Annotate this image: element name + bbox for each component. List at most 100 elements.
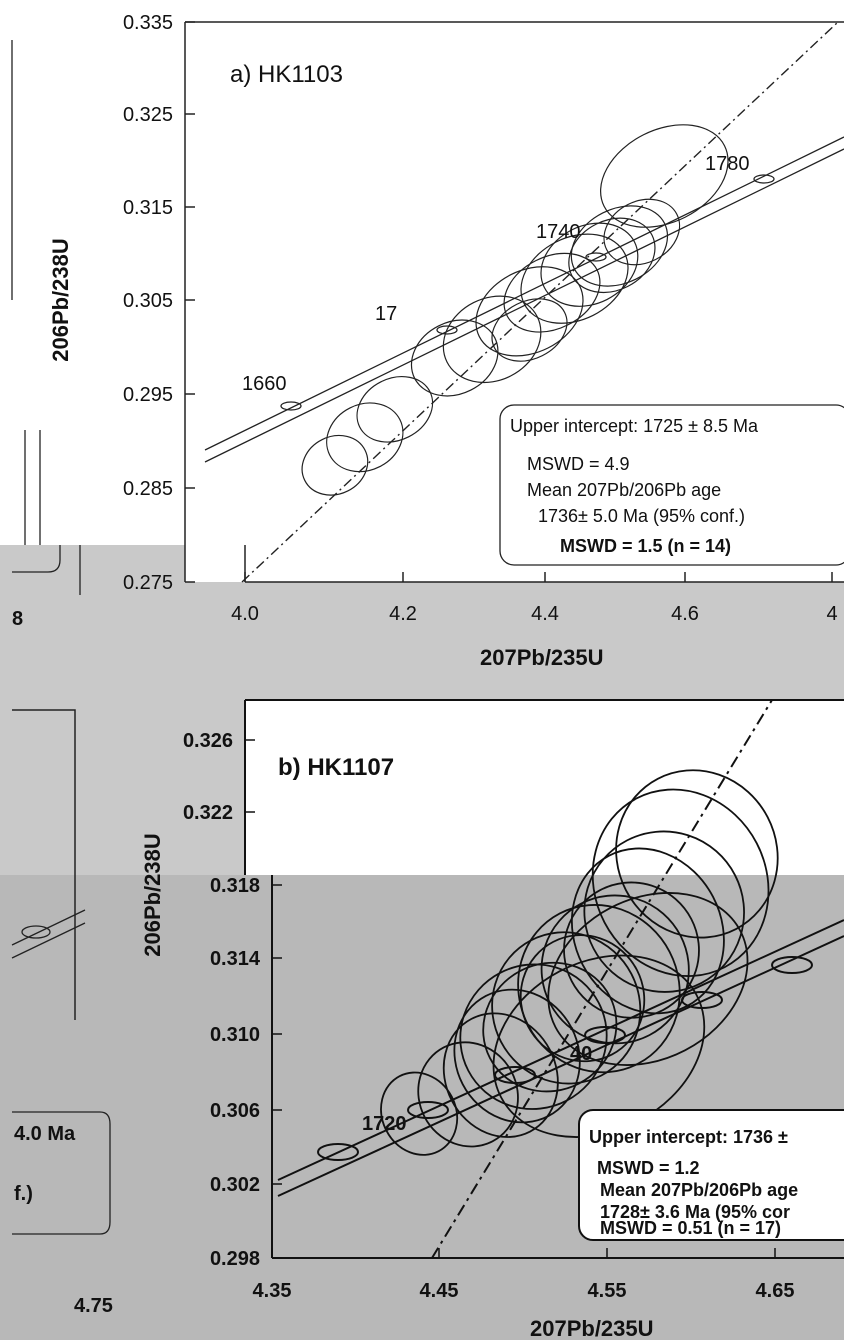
panel-b-error-ellipses [380,769,779,1156]
panel-a-age-label: 17 [375,303,397,325]
panel-b-y-tick-label: 0.298 [210,1248,260,1270]
panel-a-x-ticks: 4.0 4.2 4.4 4.6 4 [231,572,838,625]
panel-a-age-label: 1740 [536,221,581,243]
panel-a-error-ellipse [356,376,434,443]
panel-b-error-ellipse [442,1012,559,1138]
panel-b-error-ellipse [570,847,725,1015]
panel-a-error-ellipse [503,252,601,333]
panel-a-age-marker [436,325,458,335]
panel-a-error-ellipses [301,124,729,496]
panel-b-info-box [578,1109,844,1241]
panel-b-x-ticks: 4.35 4.45 4.55 4.65 [253,1248,795,1302]
panel-b-y-tick-label: 0.302 [210,1174,260,1196]
panel-a-y-tick-label: 0.295 [123,384,173,406]
panel-b-mswd: MSWD = 1.2 [597,1158,700,1178]
fragment-frame [12,709,76,1020]
panel-b-error-ellipse [615,769,779,939]
panel-a-x-tick-label: 4.6 [671,603,699,625]
fragment-concordia [11,909,86,946]
panel-b: 0.326 0.322 0.318 0.314 0.310 0.306 0.302 0.298… [140,699,844,1340]
panel-a-error-ellipse [540,222,639,307]
panel-b-age-marker [407,1101,449,1119]
panel-b-y-tick-label: 0.318 [210,875,260,897]
panel-a-error-ellipse [491,298,568,362]
panel-a-title: a) HK1103 [230,61,343,88]
panel-b-error-ellipse [417,1041,519,1148]
fragment-info-ma: 4.0 Ma [14,1123,76,1145]
panel-b-x-tick-label: 4.35 [253,1280,292,1302]
panel-b-title: b) HK1107 [278,754,394,781]
panel-b-discordia-line [431,699,773,1259]
panel-b-y-tick-label: 0.306 [210,1100,260,1122]
panel-a-age-marker [753,174,775,184]
panel-a-x-tick-label: 4.2 [389,603,417,625]
left-fragments: 8 4.0 Ma f.) 4.75 [11,40,113,1317]
panel-b-age-label: 40 [570,1043,592,1065]
panel-a-error-ellipse [326,402,404,473]
panel-b-age-marker [771,956,813,974]
panel-b-mswd-n: MSWD = 0.51 (n = 17) [600,1218,781,1238]
panel-a-discordia-line [241,21,839,583]
panel-b-y-tick-label: 0.314 [210,948,261,970]
panel-a-error-ellipse [600,124,729,228]
panel-b-y-tick-label: 0.326 [183,730,233,752]
panel-a-age-marker [280,401,302,411]
panel-b-y-axis-label: 206Pb/238U [140,833,165,957]
panel-a-error-ellipse [520,233,629,324]
fragment-box-corner [12,545,61,573]
panel-b-error-ellipse [583,830,745,993]
panel-a-y-tick-label: 0.315 [123,197,173,219]
fragment-x-tick: 4.75 [74,1295,113,1317]
panel-a-error-ellipse [301,434,369,496]
panel-a-x-tick-label: 4.4 [531,603,559,625]
panel-a-info-box [499,404,844,566]
panel-b-mean-label: Mean 207Pb/206Pb age [600,1180,798,1200]
fragment-age-marker [21,925,51,939]
panel-b-age-label: 1720 [362,1113,407,1135]
panel-a-age-label: 1780 [705,153,750,175]
panel-a-error-ellipse [570,205,669,287]
panel-a-mean-value: 1736± 5.0 Ma (95% conf.) [538,506,745,526]
fragment-info-box [12,1111,111,1235]
panel-b-y-ticks: 0.326 0.322 0.318 0.314 0.310 0.306 0.302 0.298 [183,730,282,1270]
panel-a-x-tick-label: 4.0 [231,603,259,625]
panel-b-error-ellipse [591,788,770,977]
panel-b-y-tick-label: 0.322 [183,802,233,824]
panel-b-error-ellipse [453,988,581,1124]
panel-b-plot-bg-top [245,700,844,875]
panel-a-y-tick-label: 0.275 [123,572,173,594]
panel-b-x-tick-label: 4.45 [420,1280,459,1302]
panel-a-y-tick-label: 0.305 [123,290,173,312]
panel-a-error-ellipse [603,198,681,266]
panel-b-x-tick-label: 4.65 [756,1280,795,1302]
panel-a-x-tick-label: 4 [826,603,837,625]
panel-b-upper-intercept: Upper intercept: 1736 ± [589,1127,788,1147]
fragment-x-tick: 8 [12,608,23,630]
panel-a-concordia-upper [204,136,844,451]
panel-a-error-ellipse [568,217,656,294]
panel-a-age-label: 1660 [242,373,287,395]
panel-b-x-tick-label: 4.55 [588,1280,627,1302]
panel-a-y-axis-label: 206Pb/238U [48,238,73,362]
grey-band-bottom [0,875,844,1340]
panel-a-age-marker [585,252,607,262]
panel-a-x-axis-label: 207Pb/235U [480,645,604,670]
panel-b-error-ellipse [547,892,749,1066]
panel-b-error-ellipse [563,881,700,1019]
panel-a-mswd: MSWD = 4.9 [527,454,630,474]
panel-b-concordia-upper [277,919,844,1181]
panel-b-x-axis-label: 207Pb/235U [530,1316,654,1340]
panel-a-error-ellipse [410,319,499,397]
panel-b-mean-value: 1728± 3.6 Ma (95% cor [600,1202,790,1222]
panel-b-y-tick-label: 0.310 [210,1024,260,1046]
panel-b-age-marker [317,1143,359,1161]
panel-a-upper-intercept: Upper intercept: 1725 ± 8.5 Ma [510,416,759,436]
panel-a-mean-label: Mean 207Pb/206Pb age [527,480,721,500]
panel-a-error-ellipse [475,266,584,357]
panel-a-y-tick-label: 0.325 [123,104,173,126]
panel-a-y-tick-label: 0.335 [123,12,173,34]
panel-a-y-ticks: 0.335 0.325 0.315 0.305 0.295 0.285 0.275 [123,12,195,594]
panel-b-error-ellipse [380,1071,459,1156]
